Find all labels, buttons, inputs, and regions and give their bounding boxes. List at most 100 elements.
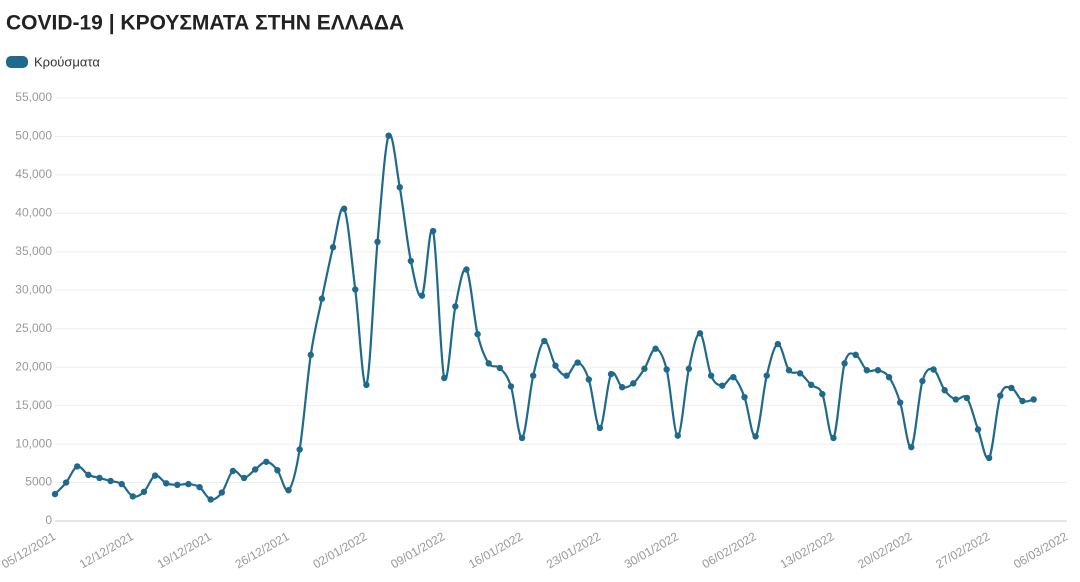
data-point	[163, 480, 170, 487]
y-tick-label: 0	[45, 513, 52, 527]
data-point	[663, 366, 670, 373]
data-point	[930, 366, 937, 373]
data-point	[407, 257, 415, 265]
data-point	[429, 227, 437, 235]
data-point	[463, 266, 470, 273]
data-point	[963, 394, 971, 402]
data-point	[630, 380, 637, 387]
data-point	[641, 365, 648, 372]
data-point	[574, 359, 581, 366]
data-point	[352, 286, 359, 293]
data-point	[474, 330, 481, 338]
data-point	[374, 238, 381, 246]
data-point	[908, 443, 915, 451]
data-point	[251, 466, 259, 473]
data-point	[941, 387, 948, 394]
data-point	[263, 458, 270, 465]
y-tick-label: 5000	[25, 475, 52, 489]
x-tick-label: 09/01/2022	[388, 529, 447, 571]
data-point	[863, 367, 871, 374]
y-tick-label: 25,000	[15, 321, 52, 335]
data-point	[285, 487, 292, 494]
data-point	[218, 489, 226, 496]
data-point	[207, 496, 214, 503]
data-point	[752, 433, 759, 440]
legend-swatch	[6, 56, 28, 68]
legend-label: Κρούσματα	[34, 54, 100, 69]
data-point	[507, 383, 515, 390]
y-tick-label: 20,000	[15, 359, 52, 373]
data-point	[997, 392, 1004, 399]
data-point	[563, 372, 570, 379]
y-tick-label: 35,000	[15, 244, 52, 258]
data-point	[62, 479, 70, 486]
data-point	[674, 432, 681, 439]
data-point	[1008, 384, 1015, 392]
data-point	[1019, 397, 1026, 405]
data-point	[952, 396, 959, 403]
data-point	[830, 434, 837, 442]
data-point	[819, 390, 826, 398]
data-point	[396, 184, 403, 191]
data-point	[85, 471, 92, 479]
x-tick-label: 02/01/2022	[310, 529, 369, 571]
data-point	[741, 393, 748, 401]
data-point	[719, 382, 726, 389]
data-point	[240, 474, 248, 482]
chart-title: COVID-19 | ΚΡΟΥΣΜΑΤΑ ΣΤΗΝ ΕΛΛΑΔΑ	[6, 12, 404, 35]
data-point	[685, 365, 693, 372]
data-point	[74, 463, 81, 470]
data-point	[363, 381, 370, 389]
x-tick-label: 05/12/2021	[0, 529, 58, 571]
data-point	[596, 424, 604, 432]
data-point	[529, 372, 537, 379]
data-point	[174, 481, 181, 489]
data-point	[385, 132, 392, 139]
data-point	[585, 376, 593, 383]
data-point	[496, 364, 504, 372]
data-point	[730, 373, 737, 381]
data-point	[763, 372, 770, 379]
y-tick-label: 55,000	[15, 90, 52, 104]
data-point	[652, 345, 659, 352]
data-point	[985, 454, 993, 462]
data-point	[140, 488, 148, 495]
x-tick-label: 06/03/2022	[1011, 529, 1070, 571]
series-line	[54, 133, 1034, 501]
y-tick-label: 40,000	[15, 206, 52, 220]
data-point	[329, 244, 337, 251]
data-point	[696, 330, 704, 337]
y-tick-label: 45,000	[15, 167, 52, 181]
data-point	[185, 480, 192, 488]
data-point	[296, 446, 303, 453]
y-tick-label: 15,000	[15, 398, 52, 412]
x-tick-label: 26/12/2021	[233, 529, 292, 571]
data-point	[785, 367, 793, 374]
data-point	[774, 340, 782, 348]
data-point	[885, 373, 893, 381]
data-point	[919, 377, 926, 385]
data-point	[307, 351, 314, 359]
x-tick-label: 13/02/2022	[778, 529, 837, 571]
data-point	[441, 374, 448, 382]
data-point	[618, 383, 626, 391]
x-tick-label: 20/02/2022	[855, 529, 914, 571]
data-point	[607, 370, 615, 378]
data-point	[340, 205, 348, 212]
data-point	[852, 351, 859, 359]
y-tick-label: 50,000	[15, 129, 52, 143]
x-tick-label: 16/01/2022	[466, 529, 525, 571]
data-point	[541, 337, 548, 345]
data-point	[318, 295, 326, 302]
data-point	[118, 480, 125, 488]
data-point	[518, 434, 526, 442]
data-point	[874, 367, 882, 374]
data-point	[974, 426, 982, 433]
data-point	[552, 362, 559, 369]
y-tick-label: 30,000	[15, 282, 52, 296]
data-point	[51, 490, 59, 498]
data-point	[418, 292, 426, 299]
data-point	[485, 360, 492, 367]
x-tick-label: 19/12/2021	[155, 529, 214, 571]
